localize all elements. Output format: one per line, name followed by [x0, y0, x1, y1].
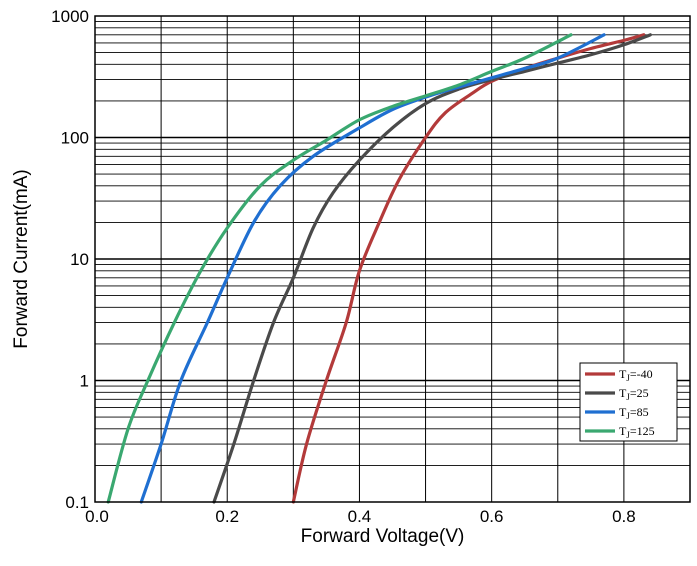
series-line-2	[139, 33, 606, 504]
y-tick-label: 100	[61, 129, 89, 148]
x-axis-title: Forward Voltage(V)	[301, 526, 465, 547]
x-tick-label: 0.4	[348, 507, 372, 526]
x-tick-label: 0.2	[215, 507, 239, 526]
tick-labels: 0.0 0.2 0.4 0.6 0.8 0.1 1 10 100 1000	[51, 7, 636, 526]
x-tick-label: 0.0	[85, 507, 109, 526]
y-axis-title: Forward Current(mA)	[11, 169, 32, 348]
legend-label-0: TJ=-40	[619, 367, 653, 383]
legend-label-2: TJ=85	[619, 405, 649, 421]
series-line-1	[212, 33, 652, 504]
legend: TJ=-40 TJ=25 TJ=85 TJ=125	[579, 362, 678, 442]
x-tick-label: 0.6	[480, 507, 504, 526]
y-tick-label: 0.1	[65, 493, 89, 512]
plot-frame	[94, 15, 691, 503]
y-tick-label: 10	[70, 250, 89, 269]
y-tick-label: 1	[80, 372, 89, 391]
series-line-3	[106, 33, 573, 504]
legend-box	[579, 362, 678, 442]
series-line-0	[291, 33, 646, 504]
x-tick-label: 0.8	[612, 507, 636, 526]
legend-label-1: TJ=25	[619, 386, 649, 402]
y-tick-label: 1000	[51, 7, 89, 26]
series-lines	[106, 33, 652, 504]
legend-label-3: TJ=125	[619, 424, 655, 440]
